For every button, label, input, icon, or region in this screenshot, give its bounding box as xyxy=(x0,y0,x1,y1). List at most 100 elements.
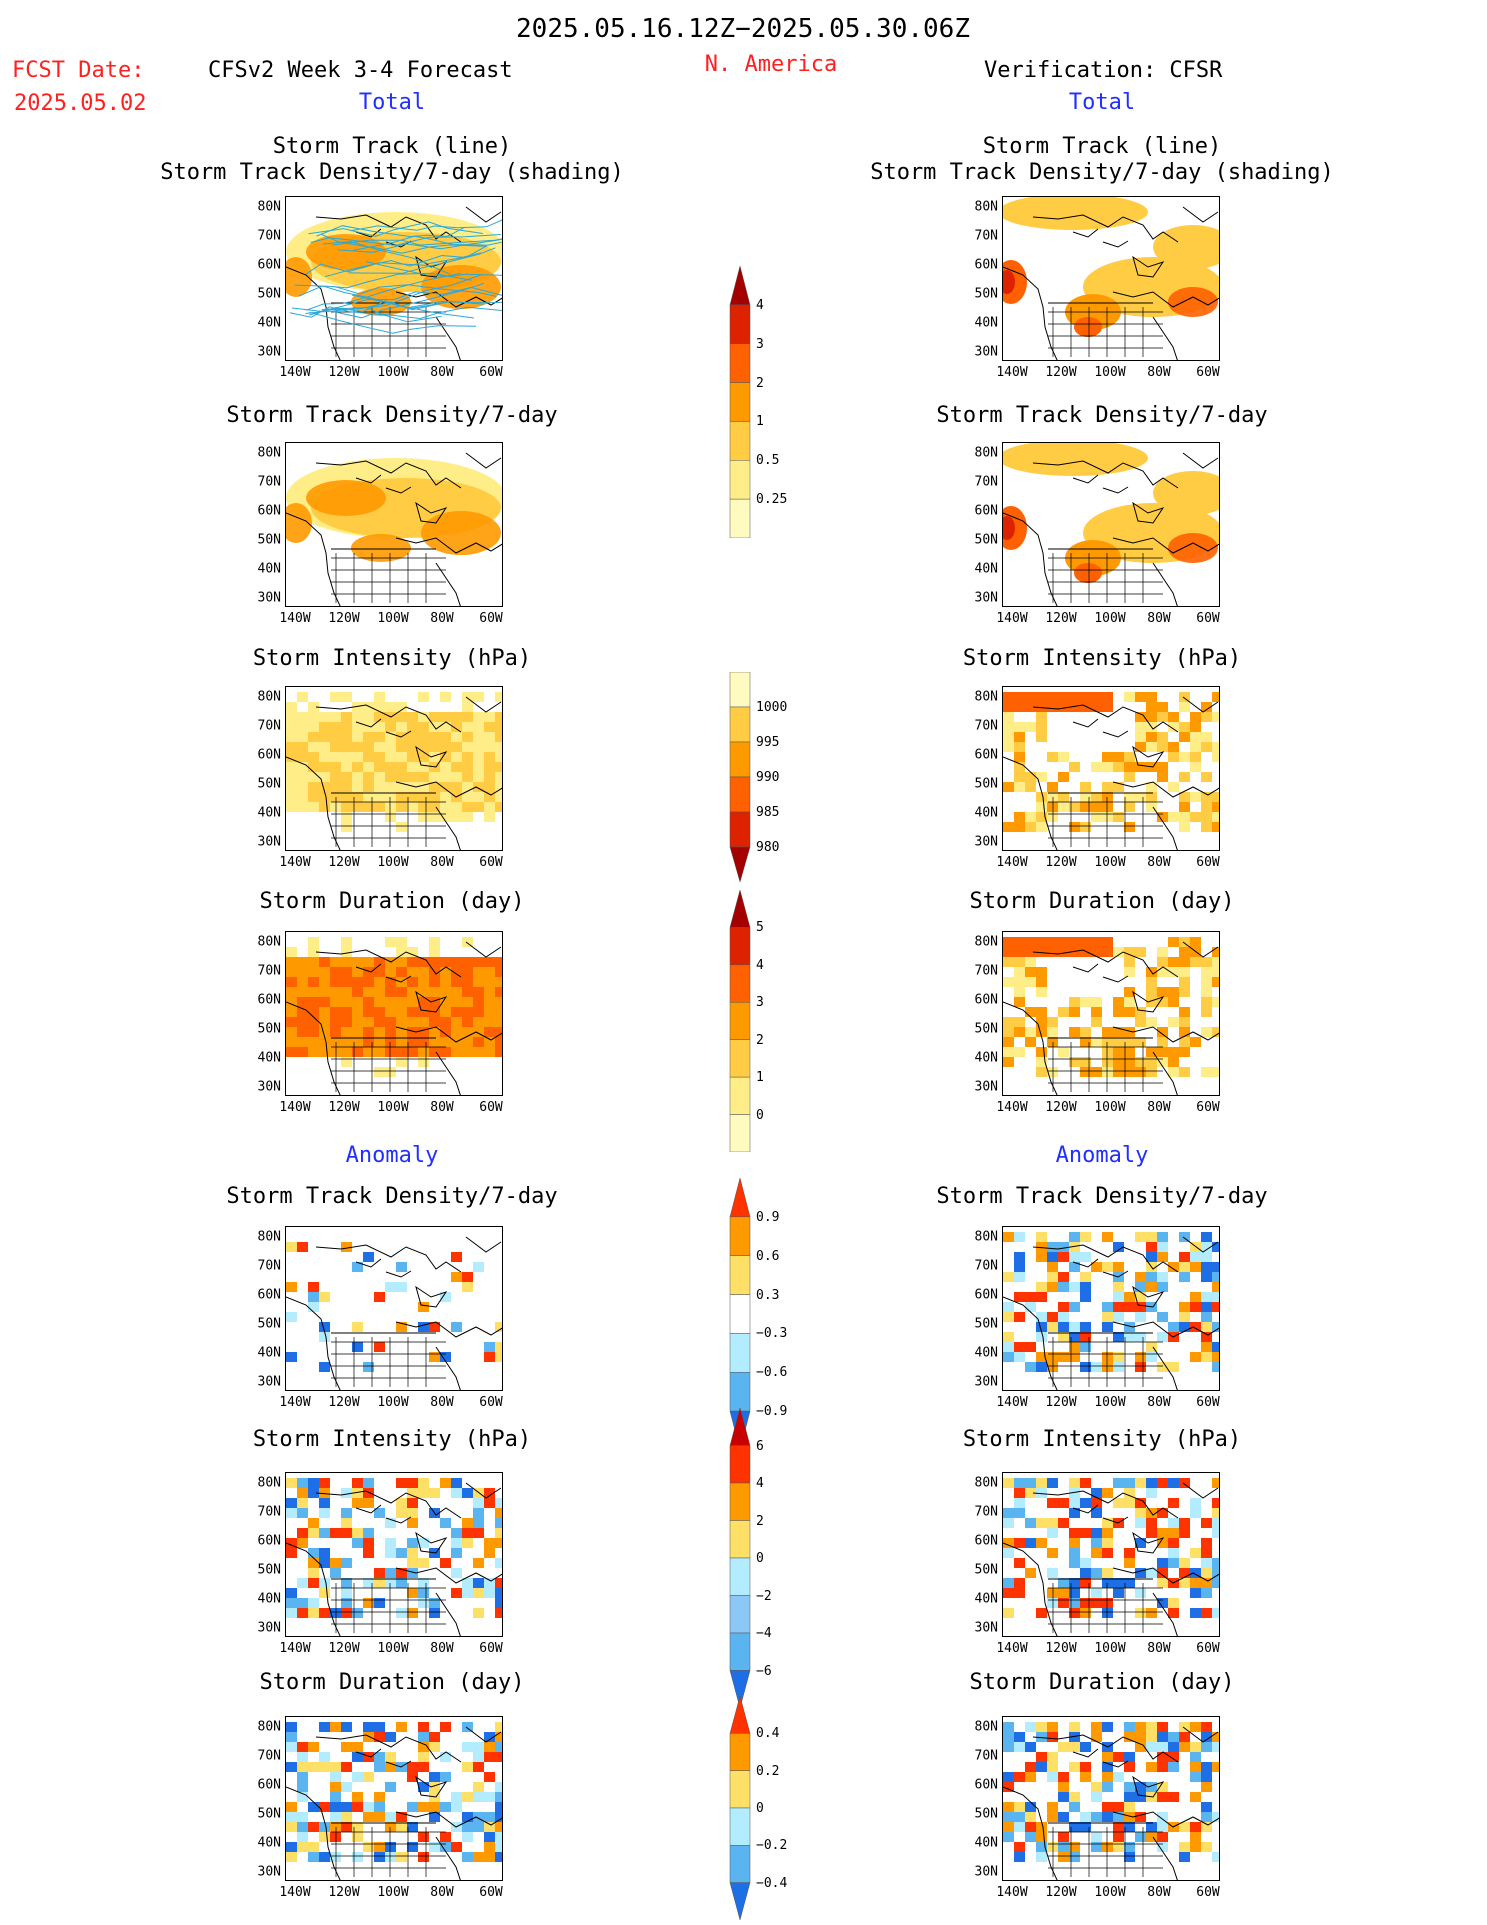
grid-cell xyxy=(330,1558,341,1568)
coastline-segment xyxy=(315,949,462,978)
colorbar-tick-label: −0.3 xyxy=(756,1326,788,1342)
grid-cell xyxy=(407,1588,418,1598)
grid-cell xyxy=(1146,977,1157,987)
grid-cell xyxy=(1157,997,1168,1007)
grid-cell xyxy=(1201,1252,1212,1262)
grid-cell xyxy=(440,997,451,1007)
grid-cell xyxy=(330,967,341,977)
grid-cell xyxy=(341,1742,352,1752)
grid-cell xyxy=(363,1538,374,1548)
coastline-segment xyxy=(1152,1592,1178,1636)
grid-cell xyxy=(1047,1027,1058,1037)
grid-cell xyxy=(1124,1047,1135,1057)
grid-cell xyxy=(1190,1832,1201,1842)
grid-cell xyxy=(363,1722,374,1732)
grid-cell xyxy=(297,1538,308,1548)
grid-cell xyxy=(385,1047,396,1057)
grid-cell xyxy=(319,712,330,722)
grid-cell xyxy=(495,1812,502,1822)
lat-tick-label: 50N xyxy=(974,1806,998,1822)
lat-tick-label: 30N xyxy=(257,1374,281,1390)
lat-tick-label: 30N xyxy=(257,1079,281,1095)
grid-cell xyxy=(385,762,396,772)
grid-cell xyxy=(1212,1812,1219,1822)
grid-cell xyxy=(1201,1548,1212,1558)
grid-cell xyxy=(1047,1732,1058,1742)
grid-cell xyxy=(484,997,495,1007)
grid-cell xyxy=(286,1598,297,1608)
grid-cell xyxy=(374,1598,385,1608)
grid-cell xyxy=(495,782,502,792)
grid-cell xyxy=(1146,782,1157,792)
grid-cell xyxy=(1091,1037,1102,1047)
grid-cell xyxy=(1091,1262,1102,1272)
grid-cell xyxy=(1113,1802,1124,1812)
grid-cell xyxy=(407,1027,418,1037)
grid-cell xyxy=(1168,1548,1179,1558)
grid-cell xyxy=(1069,1007,1080,1017)
grid-cell xyxy=(363,1842,374,1852)
grid-cell xyxy=(495,772,502,782)
lon-tick-label: 60W xyxy=(1196,1395,1220,1410)
grid-cell xyxy=(1157,1332,1168,1342)
grid-cell xyxy=(1179,692,1190,702)
grid-cell xyxy=(1003,1732,1014,1742)
grid-cell xyxy=(1190,1792,1201,1802)
grid-cell xyxy=(440,1478,451,1488)
grid-cell xyxy=(1124,772,1135,782)
grid-cell xyxy=(1102,1488,1113,1498)
grid-cell xyxy=(484,1812,495,1822)
colorbar-tick-label: −0.9 xyxy=(756,1404,788,1420)
grid-cell xyxy=(352,1608,363,1618)
grid-cell xyxy=(286,1007,297,1017)
grid-cell xyxy=(1212,1322,1219,1332)
grid-cell xyxy=(1201,1262,1212,1272)
grid-cell xyxy=(484,1752,495,1762)
grid-cell xyxy=(1212,1362,1219,1372)
grid-cell xyxy=(308,1478,319,1488)
coastline-segment xyxy=(435,316,461,360)
grid-cell xyxy=(451,987,462,997)
grid-cell xyxy=(1047,1498,1058,1508)
grid-cell xyxy=(1135,1832,1146,1842)
lat-tick-label: 70N xyxy=(974,718,998,734)
grid-cell xyxy=(1102,802,1113,812)
grid-cell xyxy=(363,782,374,792)
storm-track-line xyxy=(351,294,502,309)
grid-cell xyxy=(1003,1588,1014,1598)
grid-cell xyxy=(1124,1852,1135,1862)
storm-track-line xyxy=(322,240,487,265)
grid-cell xyxy=(418,957,429,967)
grid-cell xyxy=(396,1262,407,1272)
grid-cell xyxy=(1003,782,1014,792)
grid-cell xyxy=(1047,1067,1058,1077)
grid-cell xyxy=(330,762,341,772)
grid-cell xyxy=(396,1027,407,1037)
lat-tick-label: 70N xyxy=(974,1258,998,1274)
grid-cell xyxy=(1157,702,1168,712)
coastline-segment xyxy=(1072,1258,1099,1268)
lon-tick-label: 60W xyxy=(479,1100,503,1115)
grid-cell xyxy=(1080,1762,1091,1772)
grid-cell xyxy=(1014,722,1025,732)
track-title-line2: Storm Track Density/7-day (shading) xyxy=(870,160,1334,186)
grid-cell xyxy=(319,1802,330,1812)
grid-cell xyxy=(1212,1518,1219,1528)
grid-cell xyxy=(418,762,429,772)
grid-cell xyxy=(1179,967,1190,977)
grid-cell xyxy=(1036,1478,1047,1488)
colorbar-segment xyxy=(729,1333,751,1373)
grid-cell xyxy=(352,752,363,762)
coastline-segment xyxy=(395,1321,502,1338)
grid-cell xyxy=(495,712,502,722)
grid-cell xyxy=(297,742,308,752)
coastline-segment xyxy=(1032,704,1179,733)
grid-cell xyxy=(341,822,352,832)
grid-cell xyxy=(1146,1722,1157,1732)
grid-cell xyxy=(495,1742,502,1752)
grid-cell xyxy=(319,722,330,732)
grid-cell xyxy=(1047,752,1058,762)
grid-cell xyxy=(462,712,473,722)
grid-cell xyxy=(495,1007,502,1017)
grid-cell xyxy=(1080,1282,1091,1292)
